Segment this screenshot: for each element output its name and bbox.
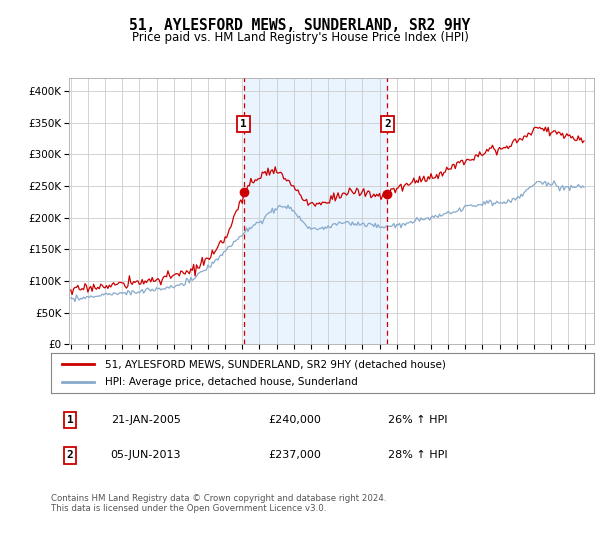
Text: £240,000: £240,000 bbox=[268, 415, 321, 424]
Text: 2: 2 bbox=[67, 450, 73, 460]
Text: 05-JUN-2013: 05-JUN-2013 bbox=[111, 450, 181, 460]
Text: 2: 2 bbox=[384, 119, 391, 129]
Text: Price paid vs. HM Land Registry's House Price Index (HPI): Price paid vs. HM Land Registry's House … bbox=[131, 31, 469, 44]
Text: £237,000: £237,000 bbox=[268, 450, 321, 460]
Text: 51, AYLESFORD MEWS, SUNDERLAND, SR2 9HY: 51, AYLESFORD MEWS, SUNDERLAND, SR2 9HY bbox=[130, 18, 470, 33]
Bar bbox=[244, 78, 387, 344]
Text: 51, AYLESFORD MEWS, SUNDERLAND, SR2 9HY (detached house): 51, AYLESFORD MEWS, SUNDERLAND, SR2 9HY … bbox=[106, 359, 446, 369]
Text: 28% ↑ HPI: 28% ↑ HPI bbox=[388, 450, 447, 460]
Text: Contains HM Land Registry data © Crown copyright and database right 2024.
This d: Contains HM Land Registry data © Crown c… bbox=[51, 494, 386, 514]
Text: 21-JAN-2005: 21-JAN-2005 bbox=[111, 415, 181, 424]
Text: HPI: Average price, detached house, Sunderland: HPI: Average price, detached house, Sund… bbox=[106, 377, 358, 387]
Text: 26% ↑ HPI: 26% ↑ HPI bbox=[388, 415, 447, 424]
Text: 1: 1 bbox=[240, 119, 247, 129]
Text: 1: 1 bbox=[67, 415, 73, 424]
